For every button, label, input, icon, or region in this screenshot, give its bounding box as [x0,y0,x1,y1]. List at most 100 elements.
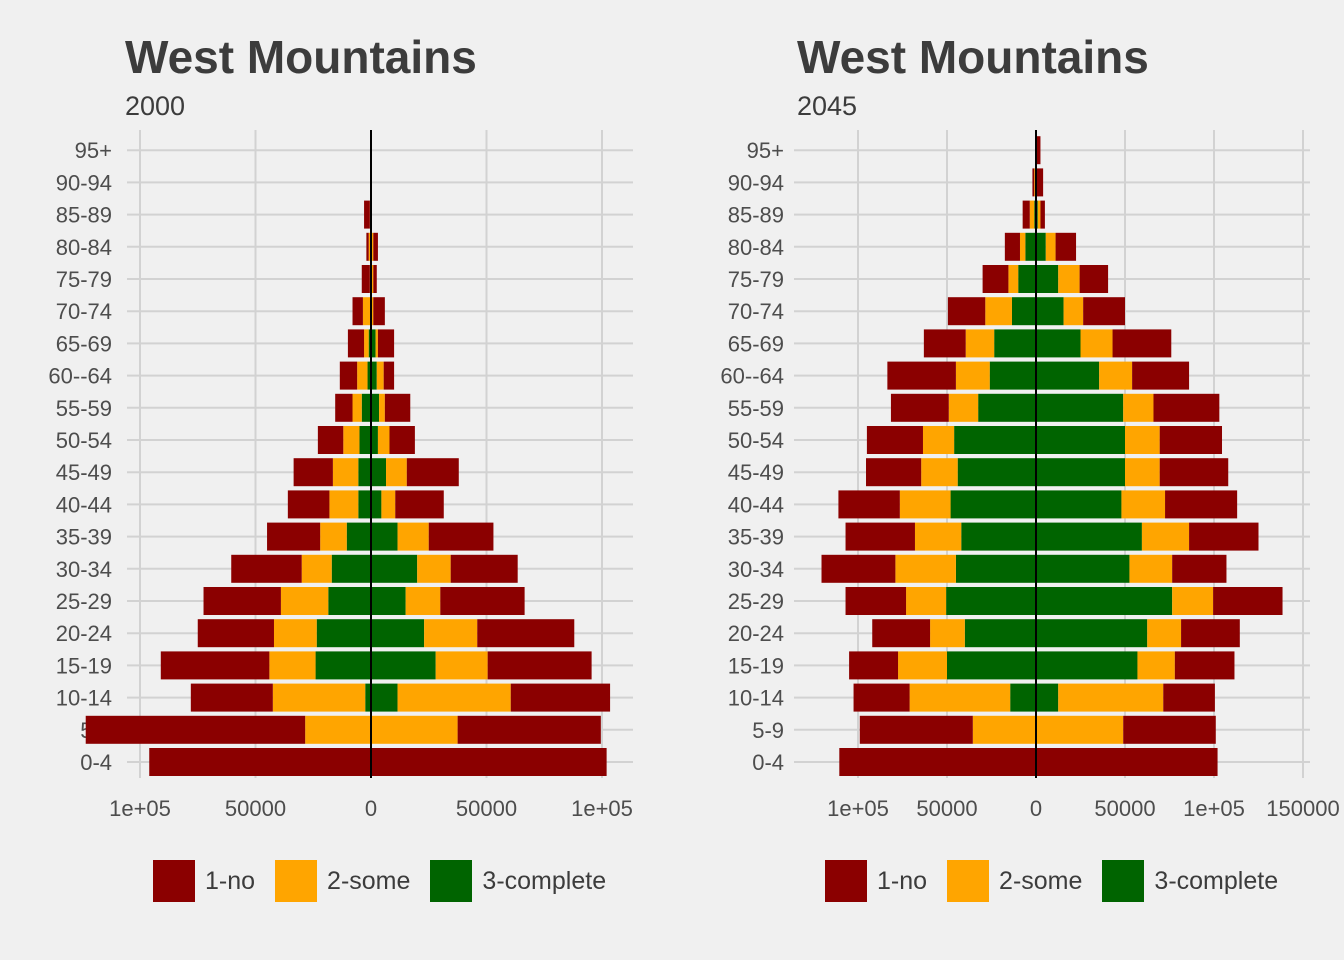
bar-no-left [149,748,371,776]
bar-some-left [965,329,995,358]
bar-some-left [909,683,1011,712]
bar-no-right [384,393,411,422]
bar-complete-left [368,329,371,358]
x-tick-label: 1e+05 [1183,796,1245,821]
y-tick-label: 30-34 [728,557,784,582]
pyramid-panel-2045: West Mountains 2045 1e+05 50000 0 50000 1e+0… [672,0,1344,960]
bar-no-left [845,522,915,551]
bar-some-right [371,265,374,293]
bar-complete-left [1011,297,1036,326]
legend-label-some: 2-some [999,866,1083,895]
bar-no-left [352,297,363,326]
bar-complete-left [346,522,371,551]
x-tick-label: 150000 [1266,796,1339,821]
bar-no-left [839,748,1036,776]
bar-no-left [845,587,907,615]
y-tick-label: 35-39 [56,525,112,550]
bar-complete-left [989,361,1036,390]
bar-some-right [1141,522,1190,551]
legend-label-complete: 3-complete [1154,866,1279,895]
bar-no-left [923,329,966,358]
bar-some-left [343,426,360,454]
bar-complete-right [371,329,376,358]
bar-no-right [428,522,494,551]
y-tick-label: 85-89 [56,203,112,228]
y-tick-label: 15-19 [728,653,784,678]
bar-no-right [1163,683,1215,712]
bar-complete-right [1036,587,1173,615]
bar-complete-right [371,554,418,583]
bar-complete-right [1036,683,1059,712]
bar-no-right [373,232,378,261]
x-tick-label: 50000 [225,796,286,821]
bar-some-right [371,715,458,744]
bar-some-left [329,490,359,519]
bar-no-left [890,393,949,422]
bar-no-right [440,587,525,615]
bar-no-left [231,554,302,583]
y-tick-label: 30-34 [56,557,112,582]
legend-swatch-complete [1102,860,1145,902]
bar-complete-right [371,361,377,390]
bar-complete-left [316,619,371,648]
bar-some-left [914,522,962,551]
bar-some-right [417,554,451,583]
bar-some-right [1147,619,1182,648]
bar-no-left [849,651,899,680]
bar-some-right [1099,361,1133,390]
bar-complete-left [955,554,1036,583]
bar-complete-right [371,458,387,487]
bar-no-right [1172,554,1227,583]
bar-complete-left [1018,265,1036,293]
bar-no-left [197,619,274,648]
bar-some-right [1137,651,1175,680]
bar-complete-left [358,490,371,519]
legend-label-complete: 3-complete [482,866,607,895]
y-tick-label: 10-14 [728,686,784,711]
bar-some-left [273,619,317,648]
bar-no-right [1112,329,1172,358]
bar-complete-right [1036,329,1081,358]
bar-no-right [1083,297,1125,326]
bar-no-left [287,490,330,519]
bar-complete-right [371,522,398,551]
bar-no-left [85,715,306,744]
y-tick-label: 60--64 [48,364,112,389]
bar-complete-right [1036,458,1125,487]
bar-complete-right [371,393,380,422]
y-tick-label: 45-49 [56,460,112,485]
bar-no-right [1159,458,1229,487]
bar-no-left [982,265,1009,293]
bar-some-right [424,619,478,648]
x-tick-label: 1e+05 [109,796,171,821]
bar-some-left [364,329,369,358]
bar-no-right [1079,265,1109,293]
bar-some-left [906,587,947,615]
bar-some-left [332,458,359,487]
bar-some-left [272,683,366,712]
bar-complete-right [1036,361,1100,390]
bar-some-left [930,619,965,648]
bar-some-right [1058,683,1164,712]
bar-complete-right [1036,393,1124,422]
y-tick-label: 50-54 [728,428,784,453]
y-tick-label: 20-24 [56,621,112,646]
bar-complete-left [365,683,371,712]
bar-no-right [487,651,592,680]
x-tick-label: 50000 [1094,796,1155,821]
bar-some-left [357,361,368,390]
bar-complete-right [1036,426,1125,454]
y-tick-label: 75-79 [56,267,112,292]
bar-no-left [293,458,333,487]
y-tick-label: 95+ [747,138,784,163]
bar-some-right [397,522,429,551]
bar-complete-right [1036,232,1046,261]
bar-complete-left [1010,683,1036,712]
bar-no-left [160,651,270,680]
bar-some-right [405,587,441,615]
y-tick-label: 0-4 [752,750,784,775]
bar-complete-left [361,393,371,422]
bar-complete-left [315,651,371,680]
bar-no-left [853,683,910,712]
legend-label-some: 2-some [327,866,411,895]
